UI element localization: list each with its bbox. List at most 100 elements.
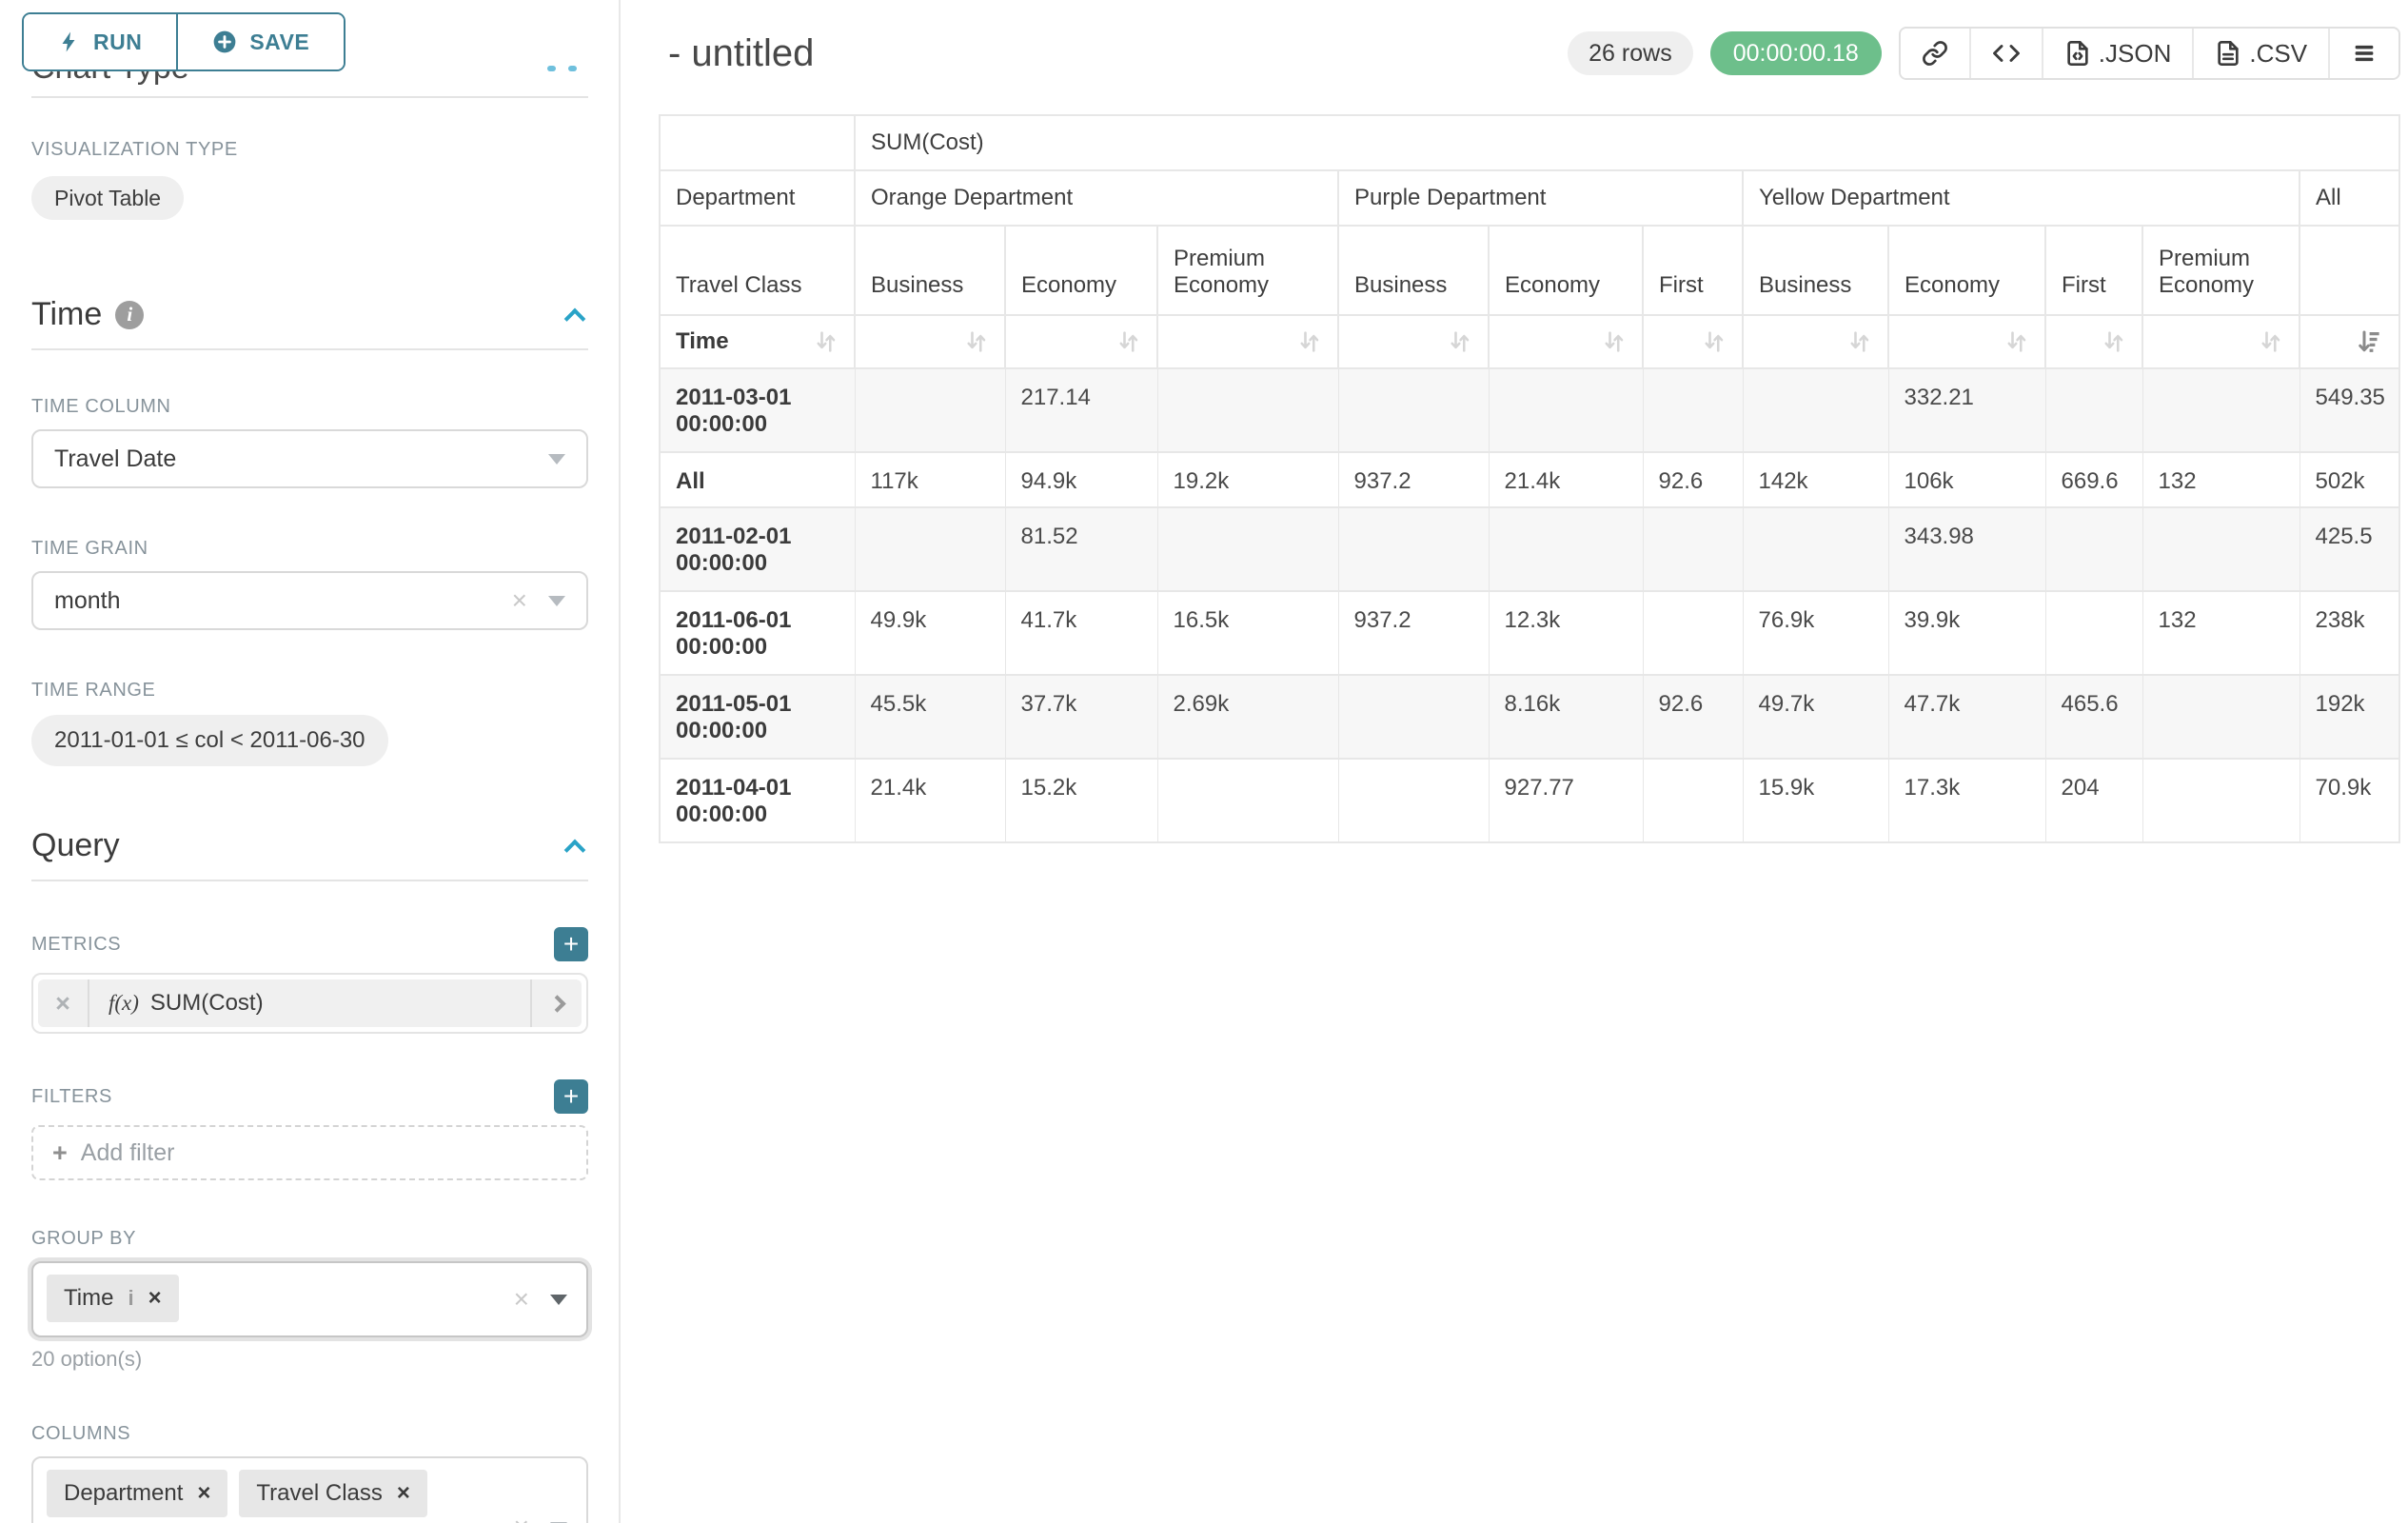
export-csv-label: .CSV bbox=[2249, 38, 2308, 68]
caret-down-icon[interactable] bbox=[550, 1521, 567, 1523]
sort-arrows-icon bbox=[1705, 331, 1724, 352]
pivot-sort-col-1[interactable] bbox=[1004, 314, 1158, 369]
columns-label: COLUMNS bbox=[31, 1423, 131, 1444]
add-metric-button[interactable] bbox=[554, 927, 588, 961]
pivot-sort-col-7[interactable] bbox=[1887, 314, 2046, 369]
plus-circle-icon bbox=[213, 30, 236, 53]
row-count-badge: 26 rows bbox=[1568, 31, 1693, 75]
sort-arrows-icon bbox=[2104, 331, 2123, 352]
pivot-value-cell bbox=[2044, 506, 2143, 592]
pivot-value-cell bbox=[854, 367, 1006, 453]
pivot-sort-col-5[interactable] bbox=[1642, 314, 1744, 369]
embed-code-button[interactable] bbox=[1968, 29, 2042, 78]
export-csv-button[interactable]: .CSV bbox=[2192, 29, 2329, 78]
pivot-class-header: Premium Economy bbox=[1156, 225, 1339, 316]
columns-select[interactable]: Department Travel Class bbox=[31, 1456, 588, 1523]
pivot-value-cell bbox=[2044, 590, 2143, 676]
chevron-up-icon[interactable] bbox=[563, 307, 586, 329]
pivot-row-dimension: Department bbox=[659, 169, 856, 227]
pivot-value-cell: 21.4k bbox=[1488, 451, 1644, 508]
pivot-value-cell bbox=[2142, 367, 2300, 453]
filters-label: FILTERS bbox=[31, 1085, 112, 1107]
pivot-value-cell: 117k bbox=[854, 451, 1006, 508]
pivot-class-header bbox=[2298, 225, 2401, 316]
pivot-sort-col-2[interactable] bbox=[1156, 314, 1339, 369]
section-divider bbox=[31, 880, 588, 881]
info-icon[interactable]: i bbox=[115, 300, 145, 329]
remove-metric-icon[interactable] bbox=[38, 979, 89, 1027]
add-filter-button[interactable] bbox=[554, 1079, 588, 1114]
link-icon bbox=[1922, 41, 1947, 66]
code-icon bbox=[1992, 45, 2020, 62]
pivot-row-label: 2011-02-01 00:00:00 bbox=[659, 506, 856, 592]
sort-arrows-icon bbox=[1119, 331, 1138, 352]
clear-icon[interactable] bbox=[514, 1286, 529, 1313]
caret-down-icon[interactable] bbox=[550, 1294, 567, 1305]
pivot-value-cell: 92.6 bbox=[1642, 451, 1744, 508]
pivot-value-cell bbox=[1488, 367, 1644, 453]
pivot-value-cell: 502k bbox=[2299, 451, 2401, 508]
pivot-sort-col-9[interactable] bbox=[2142, 314, 2300, 369]
time-grain-label: TIME GRAIN bbox=[31, 538, 148, 559]
pivot-value-cell: 47.7k bbox=[1887, 674, 2046, 760]
pivot-value-cell bbox=[2142, 674, 2300, 760]
pivot-table: SUM(Cost) Department Orange Department Purp… bbox=[659, 114, 2401, 843]
pivot-value-cell bbox=[1156, 758, 1339, 843]
pivot-class-header: Economy bbox=[1004, 225, 1158, 316]
run-button[interactable]: RUN bbox=[24, 14, 177, 69]
section-divider bbox=[31, 96, 588, 98]
pivot-sort-col-4[interactable] bbox=[1488, 314, 1644, 369]
pivot-value-cell: 549.35 bbox=[2299, 367, 2401, 453]
sort-desc-icon bbox=[2359, 330, 2379, 352]
visualization-type-pill[interactable]: Pivot Table bbox=[31, 176, 185, 220]
pivot-sort-time[interactable]: Time bbox=[659, 314, 856, 369]
time-range-pill[interactable]: 2011-01-01 ≤ col < 2011-06-30 bbox=[31, 715, 388, 766]
pivot-sort-col-6[interactable] bbox=[1742, 314, 1889, 369]
pivot-value-cell bbox=[1642, 590, 1744, 676]
export-json-button[interactable]: .JSON bbox=[2041, 29, 2193, 78]
sort-arrows-icon bbox=[967, 331, 986, 352]
metrics-label: METRICS bbox=[31, 933, 122, 955]
add-filter-dropzone[interactable]: Add filter bbox=[31, 1125, 588, 1180]
group-by-select[interactable]: Time i bbox=[31, 1261, 588, 1337]
pivot-value-cell: 81.52 bbox=[1004, 506, 1158, 592]
columns-tag-travel-class[interactable]: Travel Class bbox=[239, 1470, 427, 1517]
clear-icon[interactable] bbox=[514, 1513, 529, 1523]
info-icon[interactable]: i bbox=[128, 1286, 134, 1310]
pivot-value-cell: 2.69k bbox=[1156, 674, 1339, 760]
pivot-value-cell: 669.6 bbox=[2044, 451, 2143, 508]
clear-icon[interactable] bbox=[512, 587, 527, 614]
menu-button[interactable] bbox=[2328, 29, 2399, 78]
pivot-sort-col-0[interactable] bbox=[854, 314, 1006, 369]
page-title[interactable]: - untitled bbox=[668, 31, 815, 74]
remove-tag-icon[interactable] bbox=[197, 1480, 210, 1507]
pivot-class-header: Business bbox=[1337, 225, 1490, 316]
pivot-value-cell: 19.2k bbox=[1156, 451, 1339, 508]
columns-tag-department[interactable]: Department bbox=[47, 1470, 228, 1517]
pivot-class-header: Business bbox=[1742, 225, 1889, 316]
visualization-type-label: VISUALIZATION TYPE bbox=[31, 139, 238, 160]
pivot-sort-col-3[interactable] bbox=[1337, 314, 1490, 369]
pivot-value-cell bbox=[1337, 758, 1490, 843]
fx-icon: f(x) bbox=[109, 991, 139, 1015]
pivot-value-cell: 21.4k bbox=[854, 758, 1006, 843]
share-link-button[interactable] bbox=[1900, 29, 1969, 78]
metric-expand-button[interactable] bbox=[530, 979, 582, 1027]
chevron-up-icon[interactable] bbox=[563, 839, 586, 860]
file-code-icon bbox=[2067, 40, 2088, 67]
pivot-sort-col-8[interactable] bbox=[2044, 314, 2143, 369]
time-column-select[interactable]: Travel Date bbox=[31, 429, 588, 488]
pivot-value-cell: 937.2 bbox=[1337, 590, 1490, 676]
metric-pill[interactable]: f(x) SUM(Cost) bbox=[38, 979, 582, 1027]
remove-tag-icon[interactable] bbox=[148, 1285, 162, 1312]
remove-tag-icon[interactable] bbox=[397, 1480, 410, 1507]
group-by-tag-time[interactable]: Time i bbox=[47, 1275, 179, 1322]
pivot-data-row: 2011-04-01 00:00:00 21.4k 15.2k 927.77 15.9k… bbox=[659, 758, 2401, 843]
save-button[interactable]: SAVE bbox=[176, 14, 345, 69]
time-grain-select[interactable]: month bbox=[31, 571, 588, 630]
section-divider bbox=[31, 348, 588, 350]
pivot-value-cell: 45.5k bbox=[854, 674, 1006, 760]
control-panel-scroll: VISUALIZATION TYPE Pivot Table Time i TI… bbox=[0, 0, 619, 1523]
pivot-sort-col-10[interactable] bbox=[2298, 314, 2401, 369]
sort-arrows-icon bbox=[2007, 331, 2026, 352]
